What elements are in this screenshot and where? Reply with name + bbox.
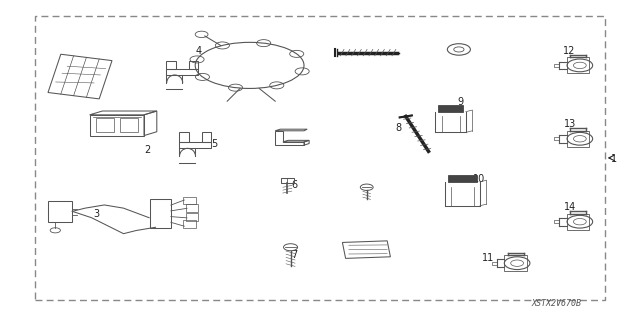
Polygon shape [438, 105, 463, 112]
Text: XSTX2V670B: XSTX2V670B [532, 299, 582, 308]
Text: 8: 8 [395, 122, 401, 133]
Text: 14: 14 [563, 202, 576, 212]
Text: 11: 11 [481, 253, 494, 263]
Text: 1: 1 [611, 154, 618, 165]
Text: 12: 12 [563, 46, 576, 56]
Text: 6: 6 [291, 180, 298, 190]
Text: 5: 5 [211, 138, 218, 149]
Text: 10: 10 [472, 174, 485, 184]
Polygon shape [448, 175, 477, 182]
Text: 7: 7 [291, 250, 298, 260]
Text: 4: 4 [195, 46, 202, 56]
Text: 2: 2 [144, 145, 150, 155]
Text: 9: 9 [458, 97, 464, 107]
Text: 3: 3 [93, 209, 99, 219]
Text: 13: 13 [563, 119, 576, 130]
